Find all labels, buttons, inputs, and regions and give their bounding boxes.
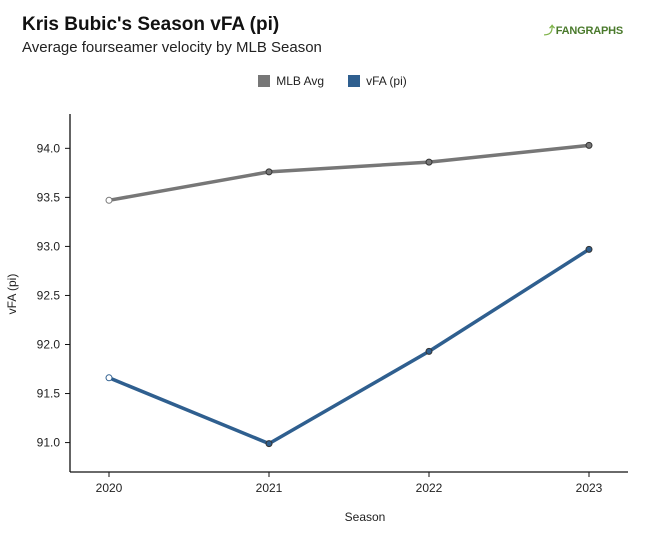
data-point-mlb-avg — [425, 158, 433, 166]
logo-mark-icon: ⤴ — [543, 25, 555, 37]
data-point-mlb-avg — [265, 168, 273, 176]
chart-legend: MLB Avg vFA (pi) — [0, 74, 665, 88]
chart-title: Kris Bubic's Season vFA (pi) — [22, 14, 280, 35]
data-point-mlb-avg — [105, 196, 113, 204]
y-tick-label: 91.0 — [37, 436, 61, 450]
legend-item-mlb-avg[interactable]: MLB Avg — [258, 74, 324, 88]
data-point-vfa — [265, 440, 273, 448]
y-tick-label: 92.0 — [37, 337, 61, 351]
legend-label-mlb-avg: MLB Avg — [276, 74, 325, 88]
data-point-vfa — [105, 374, 113, 382]
y-tick-label: 94.0 — [37, 141, 61, 155]
data-point-vfa — [585, 245, 593, 253]
chart-subtitle: Average fourseamer velocity by MLB Seaso… — [22, 39, 322, 56]
x-tick-label: 2023 — [576, 481, 603, 495]
brand-text: FANGRAPHS — [555, 25, 623, 37]
x-tick-label: 2020 — [96, 481, 123, 495]
y-tick-label: 93.0 — [37, 239, 61, 253]
legend-swatch-mlb-avg — [258, 75, 271, 87]
series-line-vfa — [107, 247, 591, 446]
y-tick-label: 93.5 — [37, 190, 61, 204]
legend-item-vfa[interactable]: vFA (pi) — [348, 74, 407, 88]
fangraphs-logo: ⤴FANGRAPHS — [544, 22, 623, 38]
legend-label-vfa: vFA (pi) — [366, 74, 407, 88]
chart-axes: 91.0 91.5 92.0 92.5 93.0 93.5 94.0 2020 2021 2022… — [37, 114, 628, 495]
y-tick-label: 91.5 — [37, 387, 61, 401]
series-line-mlb-avg — [107, 143, 591, 203]
chart-series — [105, 141, 593, 448]
data-point-vfa — [425, 347, 433, 355]
y-axis-label: vFA (pi) — [5, 274, 19, 315]
legend-swatch-vfa — [348, 75, 361, 87]
y-tick-label: 92.5 — [37, 288, 61, 302]
x-axis-label: Season — [345, 510, 386, 524]
x-tick-label: 2022 — [416, 481, 443, 495]
data-point-mlb-avg — [585, 141, 593, 149]
x-tick-label: 2021 — [256, 481, 283, 495]
